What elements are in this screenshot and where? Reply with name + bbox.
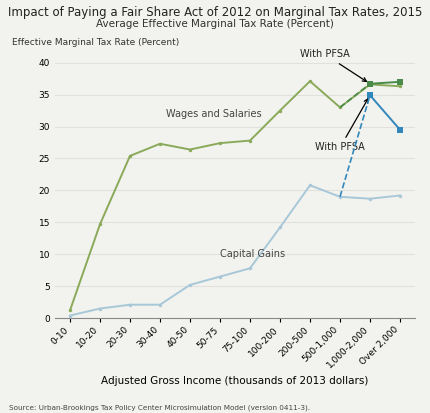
Text: With PFSA: With PFSA: [315, 99, 368, 152]
Text: Impact of Paying a Fair Share Act of 2012 on Marginal Tax Rates, 2015: Impact of Paying a Fair Share Act of 201…: [8, 6, 422, 19]
Text: Effective Marginal Tax Rate (Percent): Effective Marginal Tax Rate (Percent): [12, 38, 179, 47]
Text: Average Effective Marginal Tax Rate (Percent): Average Effective Marginal Tax Rate (Per…: [96, 19, 334, 28]
Text: Wages and Salaries: Wages and Salaries: [166, 109, 261, 119]
Text: With PFSA: With PFSA: [300, 50, 366, 81]
X-axis label: Adjusted Gross Income (thousands of 2013 dollars): Adjusted Gross Income (thousands of 2013…: [101, 375, 369, 386]
Text: Source: Urban-Brookings Tax Policy Center Microsimulation Model (version 0411-3): Source: Urban-Brookings Tax Policy Cente…: [9, 404, 310, 411]
Text: Capital Gains: Capital Gains: [220, 249, 285, 259]
